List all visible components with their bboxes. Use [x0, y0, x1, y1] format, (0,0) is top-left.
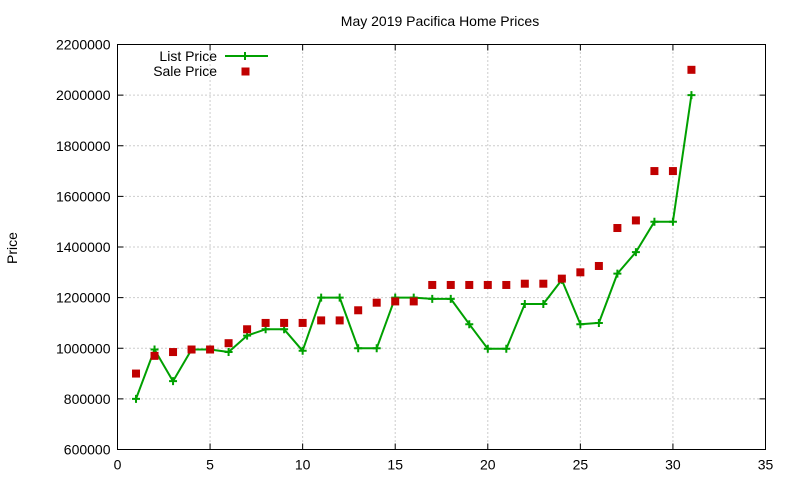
- point-sale-price: [354, 306, 363, 315]
- chart-title: May 2019 Pacifica Home Prices: [341, 13, 539, 29]
- y-tick-label: 2200000: [56, 37, 111, 53]
- point-sale-price: [391, 297, 400, 306]
- point-sale-price: [169, 348, 178, 357]
- point-list-price: [668, 217, 677, 226]
- point-sale-price: [613, 224, 622, 233]
- point-list-price: [317, 293, 326, 302]
- y-axis-label: Price: [4, 232, 20, 264]
- point-sale-price: [446, 280, 455, 289]
- x-tick-label: 25: [573, 457, 589, 473]
- x-tick-label: 20: [480, 457, 496, 473]
- x-tick-label: 15: [387, 457, 403, 473]
- y-tick-label: 1800000: [56, 138, 111, 154]
- series-marks: [132, 65, 696, 403]
- x-tick-label: 0: [114, 457, 122, 473]
- point-sale-price: [150, 351, 159, 360]
- y-tick-label: 1000000: [56, 340, 111, 356]
- y-tick-label: 2000000: [56, 87, 111, 103]
- point-list-price: [594, 318, 603, 327]
- point-sale-price: [298, 318, 307, 327]
- x-tick-label: 10: [295, 457, 311, 473]
- legend: List Price Sale Price: [153, 48, 268, 79]
- point-sale-price: [280, 318, 289, 327]
- y-tick-label: 1600000: [56, 188, 111, 204]
- point-sale-price: [409, 297, 418, 306]
- point-list-price: [446, 294, 455, 303]
- point-list-price: [465, 320, 474, 329]
- gridlines: [117, 44, 766, 450]
- point-sale-price: [483, 280, 492, 289]
- point-sale-price: [428, 280, 437, 289]
- legend-label-sale-price: Sale Price: [153, 63, 217, 79]
- point-sale-price: [206, 345, 215, 354]
- y-tick-label: 800000: [64, 391, 111, 407]
- point-sale-price: [631, 216, 640, 225]
- point-sale-price: [557, 274, 566, 283]
- point-sale-price: [372, 298, 381, 307]
- point-sale-price: [576, 268, 585, 277]
- x-tick-label: 5: [206, 457, 214, 473]
- point-list-price: [483, 344, 492, 353]
- point-sale-price: [668, 167, 677, 176]
- point-list-price: [520, 299, 529, 308]
- legend-marker-list-price: [241, 52, 249, 60]
- point-sale-price: [317, 316, 326, 325]
- y-tick-label: 1400000: [56, 239, 111, 255]
- point-sale-price: [502, 280, 511, 289]
- y-tick-label: 600000: [64, 442, 111, 458]
- y-tick-label: 1200000: [56, 290, 111, 306]
- point-list-price: [428, 294, 437, 303]
- point-sale-price: [261, 318, 270, 327]
- point-list-price: [224, 348, 233, 357]
- point-list-price: [502, 344, 511, 353]
- point-sale-price: [132, 369, 141, 378]
- point-list-price: [631, 248, 640, 257]
- point-list-price: [335, 293, 344, 302]
- point-list-price: [132, 394, 141, 403]
- legend-label-list-price: List Price: [159, 48, 217, 64]
- point-sale-price: [187, 345, 196, 354]
- point-sale-price: [520, 279, 529, 288]
- point-sale-price: [335, 316, 344, 325]
- axis-ticks: 0 5 10 15 20 25 30 35 600000 800000 1000000 1200000…: [56, 37, 774, 473]
- point-sale-price: [539, 279, 548, 288]
- point-sale-price: [465, 280, 474, 289]
- x-tick-label: 30: [665, 457, 681, 473]
- point-list-price: [650, 217, 659, 226]
- point-list-price: [613, 269, 622, 278]
- point-sale-price: [224, 339, 233, 348]
- point-list-price: [169, 377, 178, 386]
- x-tick-label: 35: [758, 457, 774, 473]
- legend-marker-sale-price: [241, 67, 250, 76]
- point-sale-price: [594, 261, 603, 270]
- point-list-price: [576, 320, 585, 329]
- point-list-price: [372, 344, 381, 353]
- point-sale-price: [243, 325, 252, 334]
- point-list-price: [354, 344, 363, 353]
- point-list-price: [298, 346, 307, 355]
- point-sale-price: [687, 65, 696, 74]
- point-sale-price: [650, 167, 659, 176]
- point-list-price: [687, 91, 696, 100]
- point-list-price: [539, 299, 548, 308]
